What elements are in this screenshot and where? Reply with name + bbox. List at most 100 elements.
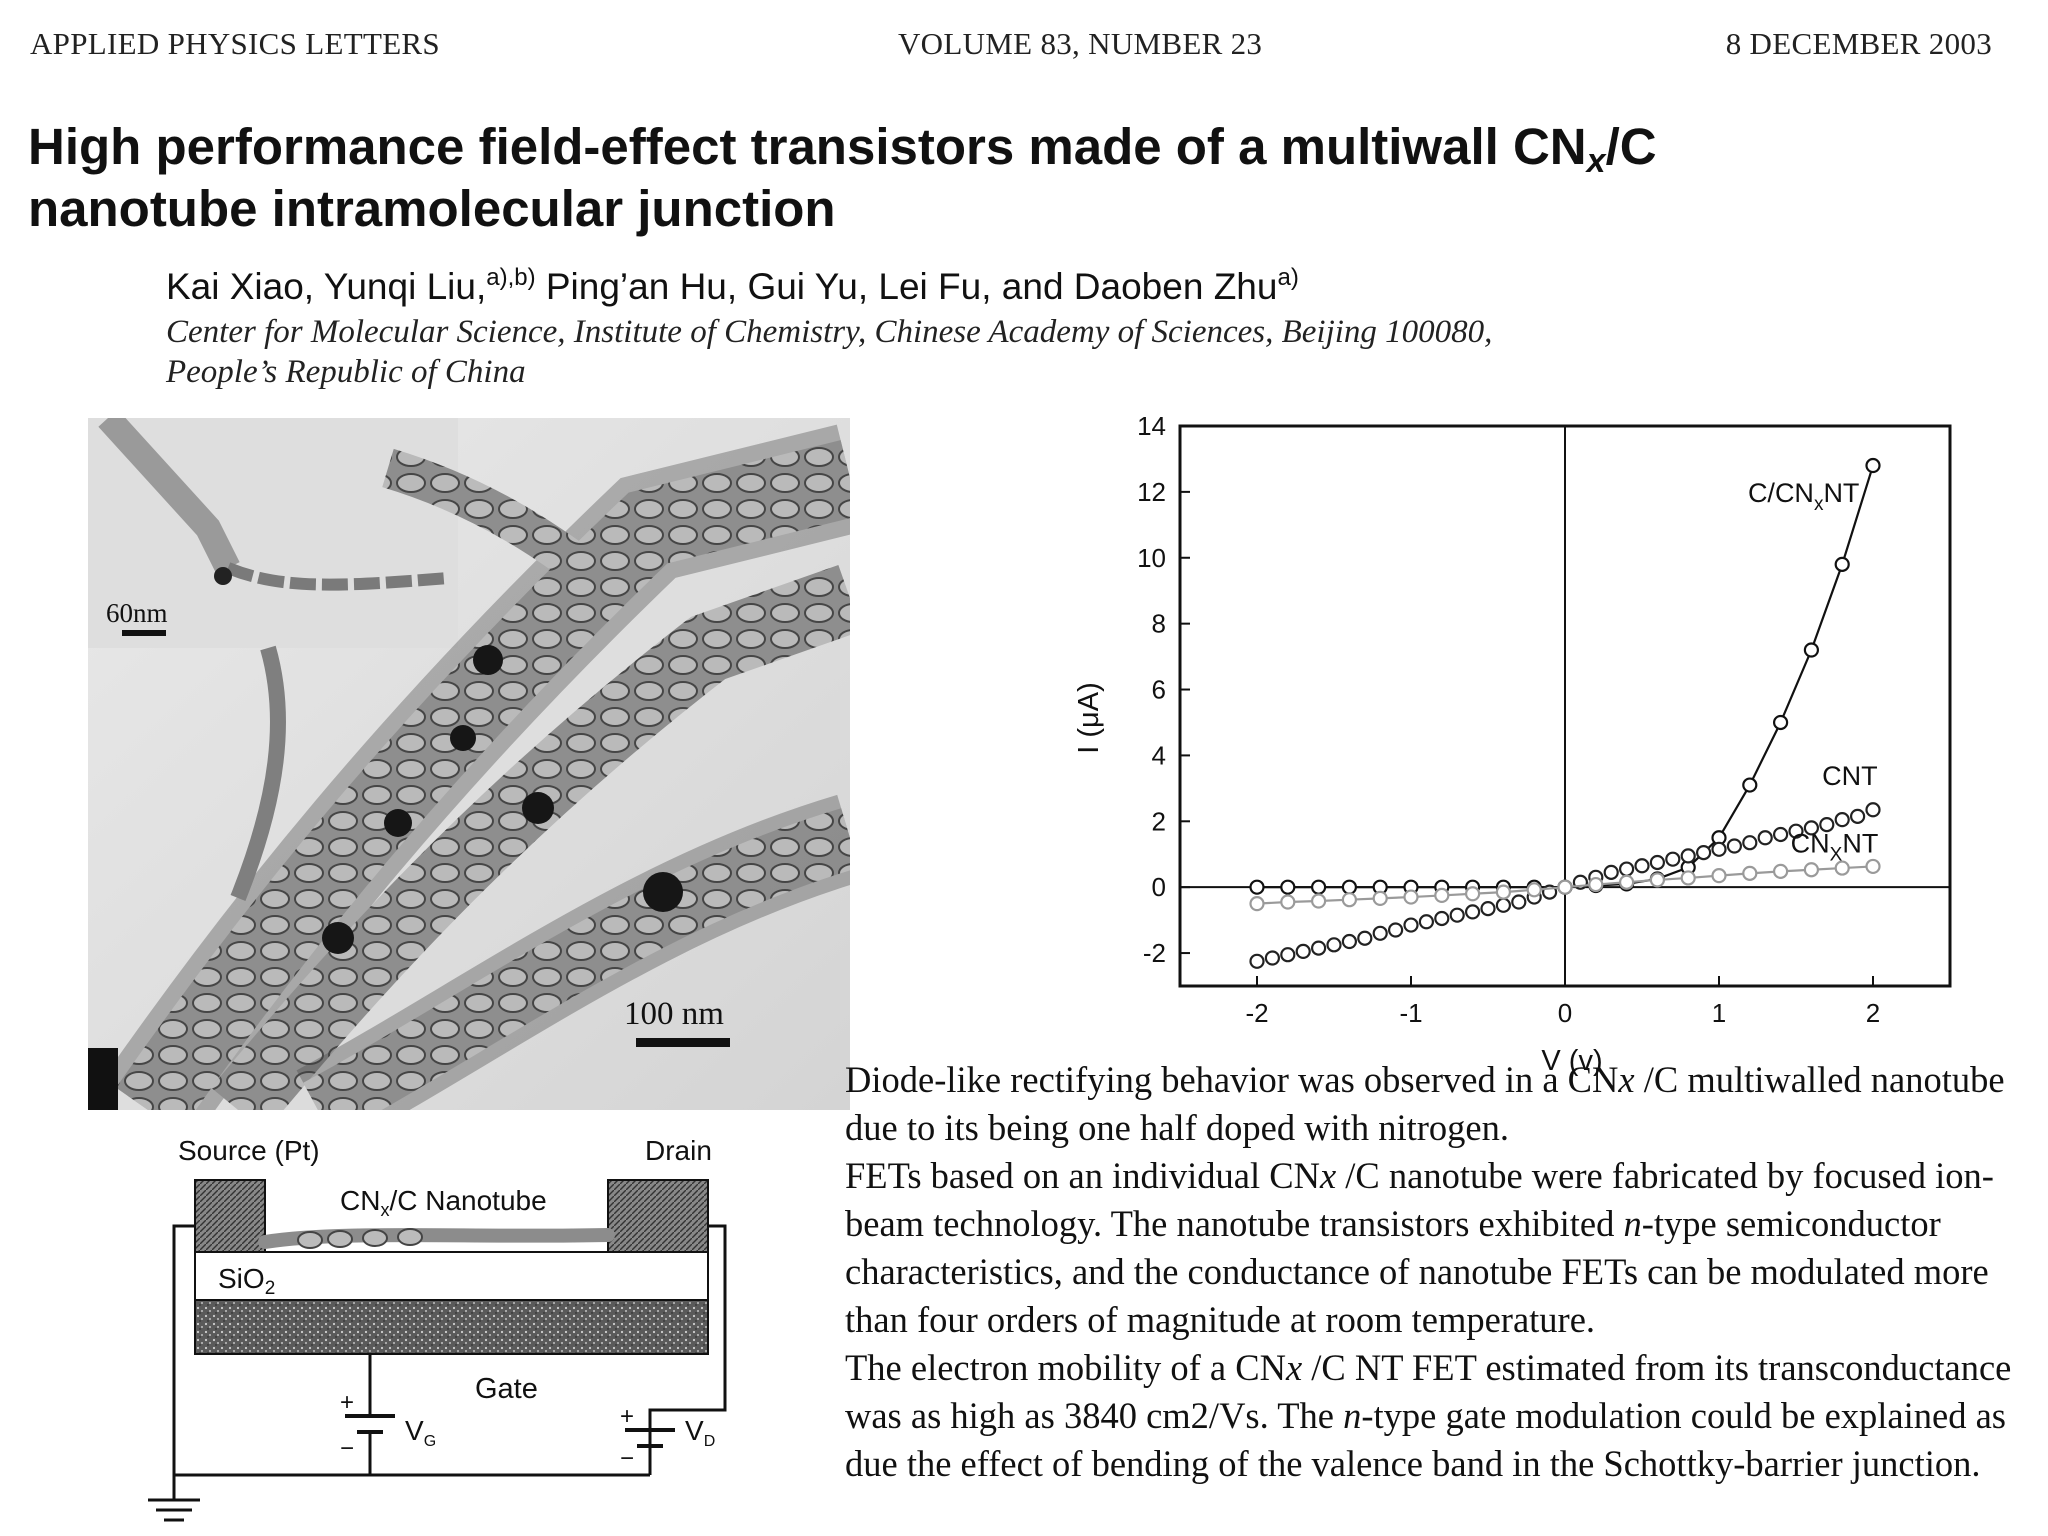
author-list: Kai Xiao, Yunqi Liu,a),b) Ping’an Hu, Gu… [166,266,1299,308]
data-point-CNxNT [1618,874,1635,890]
abstract-paragraph-1: Diode-like rectifying behavior was obser… [845,1059,2005,1148]
vg-battery [345,1414,395,1434]
data-point-CNxNT [1280,894,1296,910]
data-point-CNT [1711,841,1727,857]
y-tick-label: 2 [1152,806,1166,836]
series-label-C/CNxNT: C/CNxNT [1748,478,1860,515]
y-tick-label: 4 [1152,740,1166,770]
y-tick-label: 12 [1137,477,1166,507]
y-tick-label: -2 [1143,938,1166,968]
data-point-CNxNT [1372,890,1388,906]
data-point-CNxNT [1834,860,1850,876]
data-point-CNT [1803,820,1820,836]
affiliation-line-2: People’s Republic of China [166,354,526,390]
data-point-CNT [1865,802,1881,818]
source-label: Source (Pt) [178,1135,320,1166]
data-point-CNT [1742,835,1758,851]
main-scale-label: 100 nm [624,996,724,1032]
sio2-layer [194,1251,709,1301]
article-title: High performance field-effect transistor… [28,116,1928,240]
vg-plus: + [340,1389,354,1416]
data-point-CNT [1634,858,1650,874]
authors-text-rest: Ping’an Hu, Gui Yu, Lei Fu, and Daoben Z… [535,266,1278,307]
data-point-C/CNxNT [1280,879,1296,895]
data-point-CNT [1434,910,1450,927]
data-point-CNT [1603,864,1619,880]
y-tick-label: 8 [1152,609,1166,639]
data-point-CNT [1341,933,1357,950]
data-point-CNT [1849,808,1866,824]
data-point-C/CNxNT [1834,556,1850,572]
vd-plus: + [620,1403,634,1430]
vd-minus: − [620,1445,634,1472]
inset-scale-label: 60nm [106,598,168,628]
y-axis-label: I (μA) [1073,682,1105,753]
author-footnote-mark-2: a) [1277,264,1299,291]
data-point-CNT [1311,940,1327,956]
data-point-CNT [1480,900,1496,917]
tem-micrograph: 60nm 100 nm [88,418,850,1110]
data-point-CNxNT [1311,893,1327,909]
y-tick-label: 0 [1152,872,1166,902]
data-point-CNxNT [1403,889,1419,905]
data-point-C/CNxNT [1311,879,1327,895]
x-tick-label: 1 [1712,998,1726,1028]
data-point-CNT [1511,894,1527,910]
title-line-2: nanotube intramolecular junction [28,180,836,237]
data-point-CNT [1372,925,1388,941]
data-point-CNT [1819,816,1835,833]
data-point-CNT [1357,930,1373,946]
data-point-CNT [1465,904,1481,920]
author-footnote-mark: a),b) [486,264,536,291]
data-point-CNT [1772,826,1789,843]
data-point-C/CNxNT [1803,642,1820,658]
data-point-C/CNxNT [1341,879,1357,895]
title-text-end: /C [1605,118,1657,175]
x-tick-label: -2 [1245,998,1268,1028]
data-point-CNxNT [1557,879,1573,895]
title-subscript: x [1586,142,1606,180]
affiliation-line-1: Center for Molecular Science, Institute … [166,314,1493,350]
data-point-CNT [1649,854,1666,871]
data-point-CNxNT [1680,870,1696,886]
data-point-CNT [1418,914,1434,930]
data-point-CNxNT [1772,863,1789,879]
data-point-CNT [1449,907,1465,923]
title-text: High performance field-effect transistor… [28,118,1587,175]
vd-label: VD [685,1415,715,1450]
gate-label: Gate [475,1373,538,1405]
abstract-paragraph-2: FETs based on an individual CNx /C nanot… [845,1155,1994,1340]
nanotube-label: CNx/C Nanotube [340,1185,547,1220]
x-tick-label: 2 [1866,998,1880,1028]
data-point-CNT [1834,812,1850,828]
data-point-CNT [1326,937,1342,953]
data-point-CNT [1280,947,1296,963]
series-labels: C/CNxNT CNT CNXNT [1748,478,1878,866]
data-point-CNT [1495,897,1511,913]
source-electrode [194,1179,266,1253]
data-point-CNxNT [1249,896,1265,912]
data-point-C/CNxNT [1865,457,1881,474]
gate-substrate [194,1299,709,1355]
affiliation: Center for Molecular Science, Institute … [166,312,1492,392]
data-point-CNT [1726,838,1743,854]
x-tick-label: -1 [1399,998,1422,1028]
series-label-CNT: CNT [1822,761,1878,791]
data-point-CNxNT [1711,868,1727,884]
data-point-CNT [1665,851,1681,867]
y-tick-label: 14 [1137,411,1166,441]
main-scale-bar [636,1038,730,1047]
data-point-CNT [1403,917,1419,933]
data-point-CNxNT [1341,892,1357,908]
authors-text: Kai Xiao, Yunqi Liu, [166,266,487,307]
data-point-CNxNT [1465,886,1481,902]
x-tick-label: 0 [1558,998,1572,1028]
data-point-CNT [1788,823,1804,839]
data-point-CNxNT [1495,884,1511,900]
data-point-CNxNT [1434,887,1450,904]
data-point-CNT [1695,844,1712,861]
data-point-CNxNT [1803,862,1820,878]
data-point-CNT [1264,950,1280,966]
